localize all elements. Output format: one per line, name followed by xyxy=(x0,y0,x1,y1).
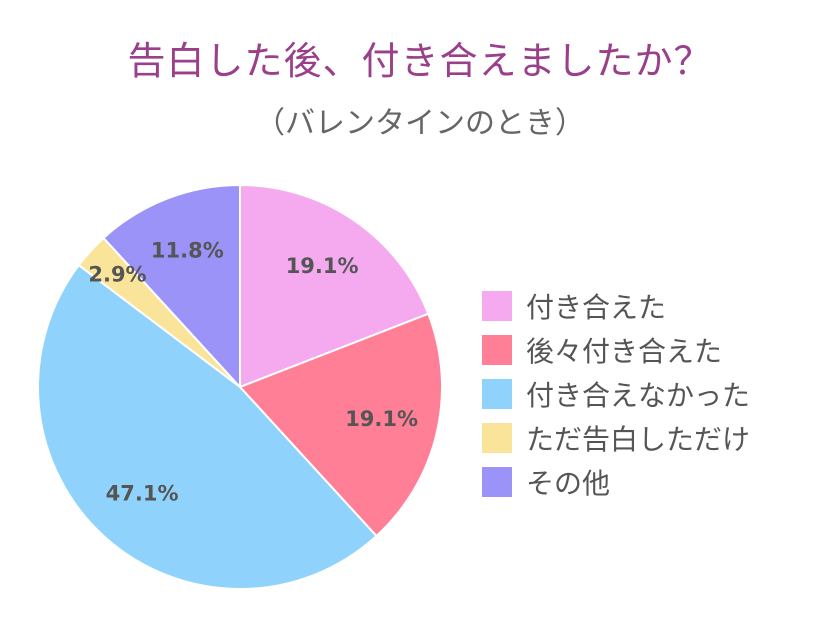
legend-item[interactable]: その他 xyxy=(482,460,750,504)
legend-item[interactable]: ただ告白しただけ xyxy=(482,416,750,460)
slice-value-label: 2.9% xyxy=(88,263,146,287)
legend-swatch xyxy=(482,291,512,321)
legend-swatch xyxy=(482,379,512,409)
slice-value-label: 11.8% xyxy=(151,238,224,262)
pie-slice[interactable] xyxy=(102,183,241,390)
chart-subtitle: （バレンタインのとき） xyxy=(255,106,585,141)
legend-swatch xyxy=(482,423,512,453)
pie-slice[interactable] xyxy=(238,312,443,538)
pie-slice[interactable] xyxy=(239,183,430,389)
legend-label: その他 xyxy=(526,467,611,500)
legend-swatch xyxy=(482,467,512,497)
legend-swatch xyxy=(482,335,512,365)
legend-label: ただ告白しただけ xyxy=(526,423,751,456)
pie-labels: 19.1% 19.1% 47.1% 2.9%11.8% xyxy=(88,238,418,505)
legend-label: 後々付き合えた xyxy=(526,335,723,368)
chart-title: 告白した後、付き合えましたか？ xyxy=(127,39,713,83)
slice-value-label: 19.1% xyxy=(345,407,418,431)
pie-slice[interactable] xyxy=(37,263,378,590)
legend-item[interactable]: 後々付き合えた xyxy=(482,328,750,372)
legend-label: 付き合えなかった xyxy=(526,379,751,412)
legend-item[interactable]: 付き合えた xyxy=(482,284,750,328)
legend: 付き合えた 後々付き合えた 付き合えなかった ただ告白しただけ その他 xyxy=(482,284,750,504)
legend-label: 付き合えた xyxy=(526,291,667,324)
legend-item[interactable]: 付き合えなかった xyxy=(482,372,750,416)
slice-value-label: 19.1% xyxy=(286,254,359,278)
slice-value-label: 47.1% xyxy=(106,482,179,506)
pie-slices xyxy=(37,183,443,590)
